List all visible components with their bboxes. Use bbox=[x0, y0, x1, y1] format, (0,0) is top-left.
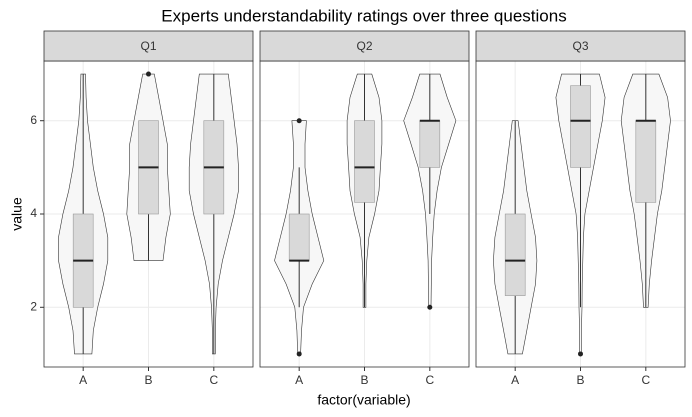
strip bbox=[43, 30, 254, 62]
chart-title: Experts understandability ratings over t… bbox=[161, 6, 566, 25]
y-tick-label: 4 bbox=[30, 206, 37, 220]
outlier bbox=[296, 118, 302, 124]
box bbox=[288, 213, 310, 261]
x-tick-label: B bbox=[576, 373, 584, 387]
x-tick-label: C bbox=[209, 373, 218, 387]
outlier bbox=[427, 304, 433, 310]
x-tick-label: A bbox=[511, 373, 519, 387]
x-tick-label: C bbox=[425, 373, 434, 387]
outlier bbox=[296, 351, 302, 357]
y-tick-label: 2 bbox=[30, 299, 37, 313]
box bbox=[504, 213, 526, 296]
box bbox=[570, 85, 591, 168]
x-tick-label: C bbox=[641, 373, 650, 387]
box bbox=[354, 120, 375, 203]
x-tick-label: A bbox=[79, 373, 87, 387]
x-tick-label: B bbox=[360, 373, 368, 387]
outlier bbox=[146, 71, 151, 77]
x-tick-label: B bbox=[144, 373, 152, 387]
box bbox=[635, 120, 657, 203]
strip bbox=[259, 30, 470, 62]
y-axis-label: value bbox=[9, 197, 25, 231]
x-axis-label: factor(variable) bbox=[317, 392, 410, 408]
box bbox=[419, 120, 441, 168]
outlier bbox=[578, 351, 583, 357]
strip bbox=[475, 30, 686, 62]
strip-label: Q3 bbox=[572, 39, 588, 53]
x-tick-label: A bbox=[295, 373, 303, 387]
strip-label: Q2 bbox=[356, 39, 372, 53]
strip-label: Q1 bbox=[140, 39, 156, 53]
y-tick-label: 6 bbox=[30, 113, 37, 127]
